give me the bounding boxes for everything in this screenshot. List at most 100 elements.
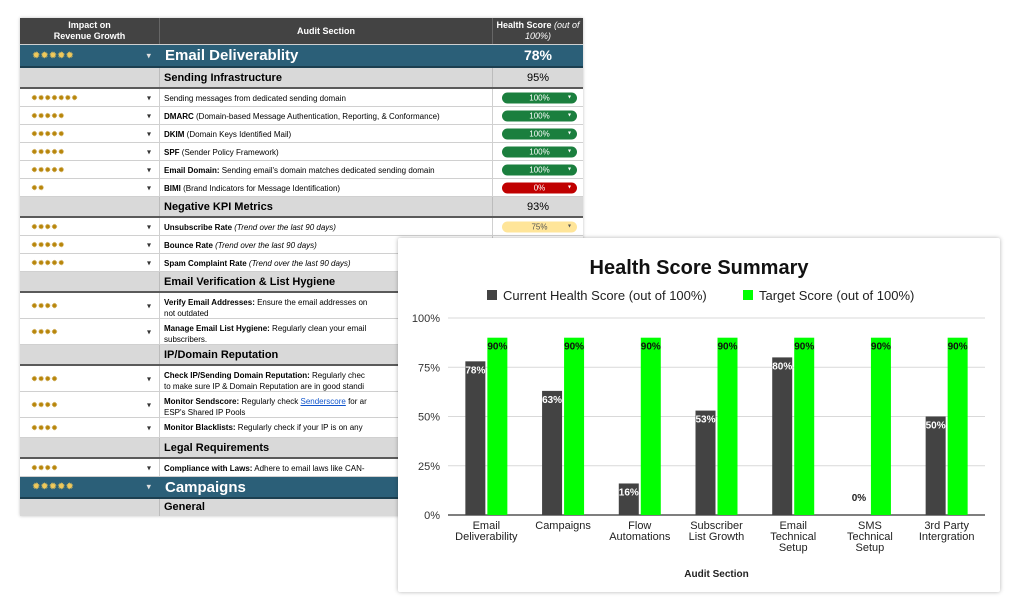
caret-down-icon: ▾ bbox=[567, 184, 571, 190]
audit-item-row[interactable]: ✹✹✹✹ ▾ Monitor Sendscore: Regularly check … bbox=[20, 392, 583, 418]
caret-down-icon: ▾ bbox=[567, 112, 571, 118]
y-tick-label: 75% bbox=[418, 362, 440, 374]
bar-target[interactable] bbox=[487, 337, 508, 515]
item-label-text: (Domain-based Message Authentication, Re… bbox=[193, 112, 440, 121]
item-label-text: Ensure the email addresses on bbox=[254, 298, 368, 307]
dropdown-arrow-icon[interactable]: ▾ bbox=[146, 481, 151, 492]
score-dropdown[interactable]: 0% ▾ bbox=[502, 182, 577, 193]
x-category-label: Setup bbox=[779, 542, 808, 554]
section-row-email-deliverability[interactable]: ✹✹✹✹✹ ▾ Email Deliverablity 78% bbox=[20, 45, 583, 68]
dropdown-arrow-icon[interactable]: ▾ bbox=[146, 147, 151, 156]
audit-item-row[interactable]: ✹✹✹✹✹ ▾ DKIM (Domain Keys Identified Mail)… bbox=[20, 125, 583, 143]
data-label: 90% bbox=[641, 342, 661, 353]
item-label: DKIM (Domain Keys Identified Mail) bbox=[164, 129, 488, 140]
subsection-title: Sending Infrastructure bbox=[164, 72, 282, 84]
dropdown-arrow-icon[interactable]: ▾ bbox=[146, 129, 151, 138]
senderscore-link[interactable]: Senderscore bbox=[300, 397, 346, 406]
dropdown-arrow-icon[interactable]: ▾ bbox=[146, 423, 151, 432]
caret-down-icon: ▾ bbox=[567, 94, 571, 100]
impact-stars: ✹✹ bbox=[31, 183, 45, 192]
score-dropdown[interactable]: 100% ▾ bbox=[502, 164, 577, 175]
impact-header[interactable]: Impact on Revenue Growth bbox=[53, 20, 126, 41]
bar-current[interactable] bbox=[465, 361, 486, 515]
health-score-header[interactable]: Health Score (out of 100%) bbox=[492, 18, 583, 44]
item-label-line2: ESP's Shared IP Pools bbox=[164, 408, 246, 417]
dropdown-arrow-icon[interactable]: ▾ bbox=[146, 463, 151, 472]
audit-item-row[interactable]: ✹✹✹✹✹ ▾ DMARC (Domain-based Message Authen… bbox=[20, 107, 583, 125]
dropdown-arrow-icon[interactable]: ▾ bbox=[146, 258, 151, 267]
bar-current[interactable] bbox=[542, 390, 563, 515]
bar-target[interactable] bbox=[640, 337, 661, 515]
score-value: 100% bbox=[529, 111, 550, 120]
audit-item-row[interactable]: ✹✹✹✹✹ ▾ SPF (Sender Policy Framework) 100% ▾ bbox=[20, 143, 583, 161]
health-score-chart: Health Score Summary Current Health Score… bbox=[398, 238, 1000, 592]
audit-section-header[interactable]: Audit Section bbox=[159, 18, 492, 44]
score-dropdown[interactable]: 100% ▾ bbox=[502, 146, 577, 157]
item-label: Check IP/Sending Domain Reputation: Regu… bbox=[164, 370, 488, 392]
dropdown-arrow-icon[interactable]: ▾ bbox=[146, 50, 151, 60]
bar-current[interactable] bbox=[618, 483, 639, 515]
dropdown-arrow-icon[interactable]: ▾ bbox=[146, 301, 151, 310]
impact-stars: ✹✹✹✹✹ bbox=[31, 240, 65, 249]
bar-target[interactable] bbox=[717, 337, 738, 515]
dropdown-arrow-icon[interactable]: ▾ bbox=[146, 111, 151, 120]
audit-item-row[interactable]: ✹✹✹✹✹ ▾ Email Domain: Sending email's doma… bbox=[20, 161, 583, 179]
audit-item-row[interactable]: ✹✹✹✹ ▾ Compliance with Laws: Adhere to ema… bbox=[20, 459, 583, 477]
legend-label: Target Score (out of 100%) bbox=[759, 288, 914, 303]
legend-label: Current Health Score (out of 100%) bbox=[503, 288, 707, 303]
item-label: Compliance with Laws: Adhere to email la… bbox=[164, 463, 488, 474]
audit-item-row[interactable]: ✹✹✹✹✹ ▾ Bounce Rate (Trend over the last 9… bbox=[20, 236, 583, 254]
score-dropdown[interactable]: 100% ▾ bbox=[502, 110, 577, 121]
dropdown-arrow-icon[interactable]: ▾ bbox=[146, 222, 151, 231]
item-label: Unsubscribe Rate (Trend over the last 90… bbox=[164, 222, 488, 233]
item-label-bold: Spam Complaint Rate bbox=[164, 259, 247, 268]
bar-current[interactable] bbox=[772, 357, 793, 515]
audit-item-row[interactable]: ✹✹✹✹ ▾ Verify Email Addresses: Ensure the … bbox=[20, 293, 583, 319]
item-label-text: Regularly chec bbox=[309, 371, 365, 380]
score-value: 100% bbox=[529, 165, 550, 174]
audit-item-row[interactable]: ✹✹✹✹ ▾ Manage Email List Hygiene: Regularl… bbox=[20, 319, 583, 345]
audit-item-row[interactable]: ✹✹✹✹ ▾ Check IP/Sending Domain Reputation:… bbox=[20, 366, 583, 392]
bar-target[interactable] bbox=[870, 337, 891, 515]
score-dropdown[interactable]: 75% ▾ bbox=[502, 221, 577, 232]
dropdown-arrow-icon[interactable]: ▾ bbox=[146, 327, 151, 336]
item-label-bold: Check IP/Sending Domain Reputation: bbox=[164, 371, 310, 380]
audit-item-row[interactable]: ✹✹ ▾ BIMI (Brand Indicators for Message Id… bbox=[20, 179, 583, 197]
bar-current[interactable] bbox=[695, 410, 716, 515]
subsection-title: Negative KPI Metrics bbox=[164, 201, 273, 213]
x-category-label: 3rd Party bbox=[924, 520, 969, 532]
score-dropdown[interactable]: 100% ▾ bbox=[502, 92, 577, 103]
dropdown-arrow-icon[interactable]: ▾ bbox=[146, 93, 151, 102]
x-category-label: Subscriber bbox=[690, 520, 743, 532]
subsection-row-sending-infrastructure[interactable]: Sending Infrastructure 95% bbox=[20, 68, 583, 89]
chart-title: Health Score Summary bbox=[590, 257, 810, 279]
audit-item-row[interactable]: ✹✹✹✹✹✹✹ ▾ Sending messages from dedicated … bbox=[20, 89, 583, 107]
dropdown-arrow-icon[interactable]: ▾ bbox=[146, 400, 151, 409]
bar-current[interactable] bbox=[925, 416, 946, 516]
item-label-bold: Email Domain: bbox=[164, 166, 220, 175]
score-value: 0% bbox=[533, 183, 546, 192]
section-title: Campaigns bbox=[165, 479, 246, 496]
score-dropdown[interactable]: 100% ▾ bbox=[502, 128, 577, 139]
dropdown-arrow-icon[interactable]: ▾ bbox=[146, 183, 151, 192]
item-label-bold: SPF bbox=[164, 148, 180, 157]
item-label: Monitor Sendscore: Regularly check Sende… bbox=[164, 396, 488, 418]
health-score-header-sub: (out of 100%) bbox=[524, 20, 580, 41]
y-tick-label: 0% bbox=[424, 510, 440, 522]
bar-target[interactable] bbox=[794, 337, 815, 515]
bar-target[interactable] bbox=[947, 337, 968, 515]
data-label: 90% bbox=[717, 342, 737, 353]
x-category-label: Flow bbox=[628, 520, 651, 532]
item-label-line2: not outdated bbox=[164, 309, 209, 318]
audit-item-row[interactable]: ✹✹✹✹ ▾ Unsubscribe Rate (Trend over the la… bbox=[20, 218, 583, 236]
item-label: Manage Email List Hygiene: Regularly cle… bbox=[164, 323, 488, 345]
x-category-label: Setup bbox=[856, 542, 885, 554]
subsection-row-negative-kpi[interactable]: Negative KPI Metrics 93% bbox=[20, 197, 583, 218]
dropdown-arrow-icon[interactable]: ▾ bbox=[146, 165, 151, 174]
x-category-label: Technical bbox=[770, 531, 816, 543]
dropdown-arrow-icon[interactable]: ▾ bbox=[146, 240, 151, 249]
dropdown-arrow-icon[interactable]: ▾ bbox=[146, 374, 151, 383]
subsection-title: IP/Domain Reputation bbox=[164, 349, 279, 361]
bar-target[interactable] bbox=[564, 337, 585, 515]
audit-item-row[interactable]: ✹✹✹✹ ▾ Monitor Blacklists: Regularly check… bbox=[20, 418, 583, 438]
